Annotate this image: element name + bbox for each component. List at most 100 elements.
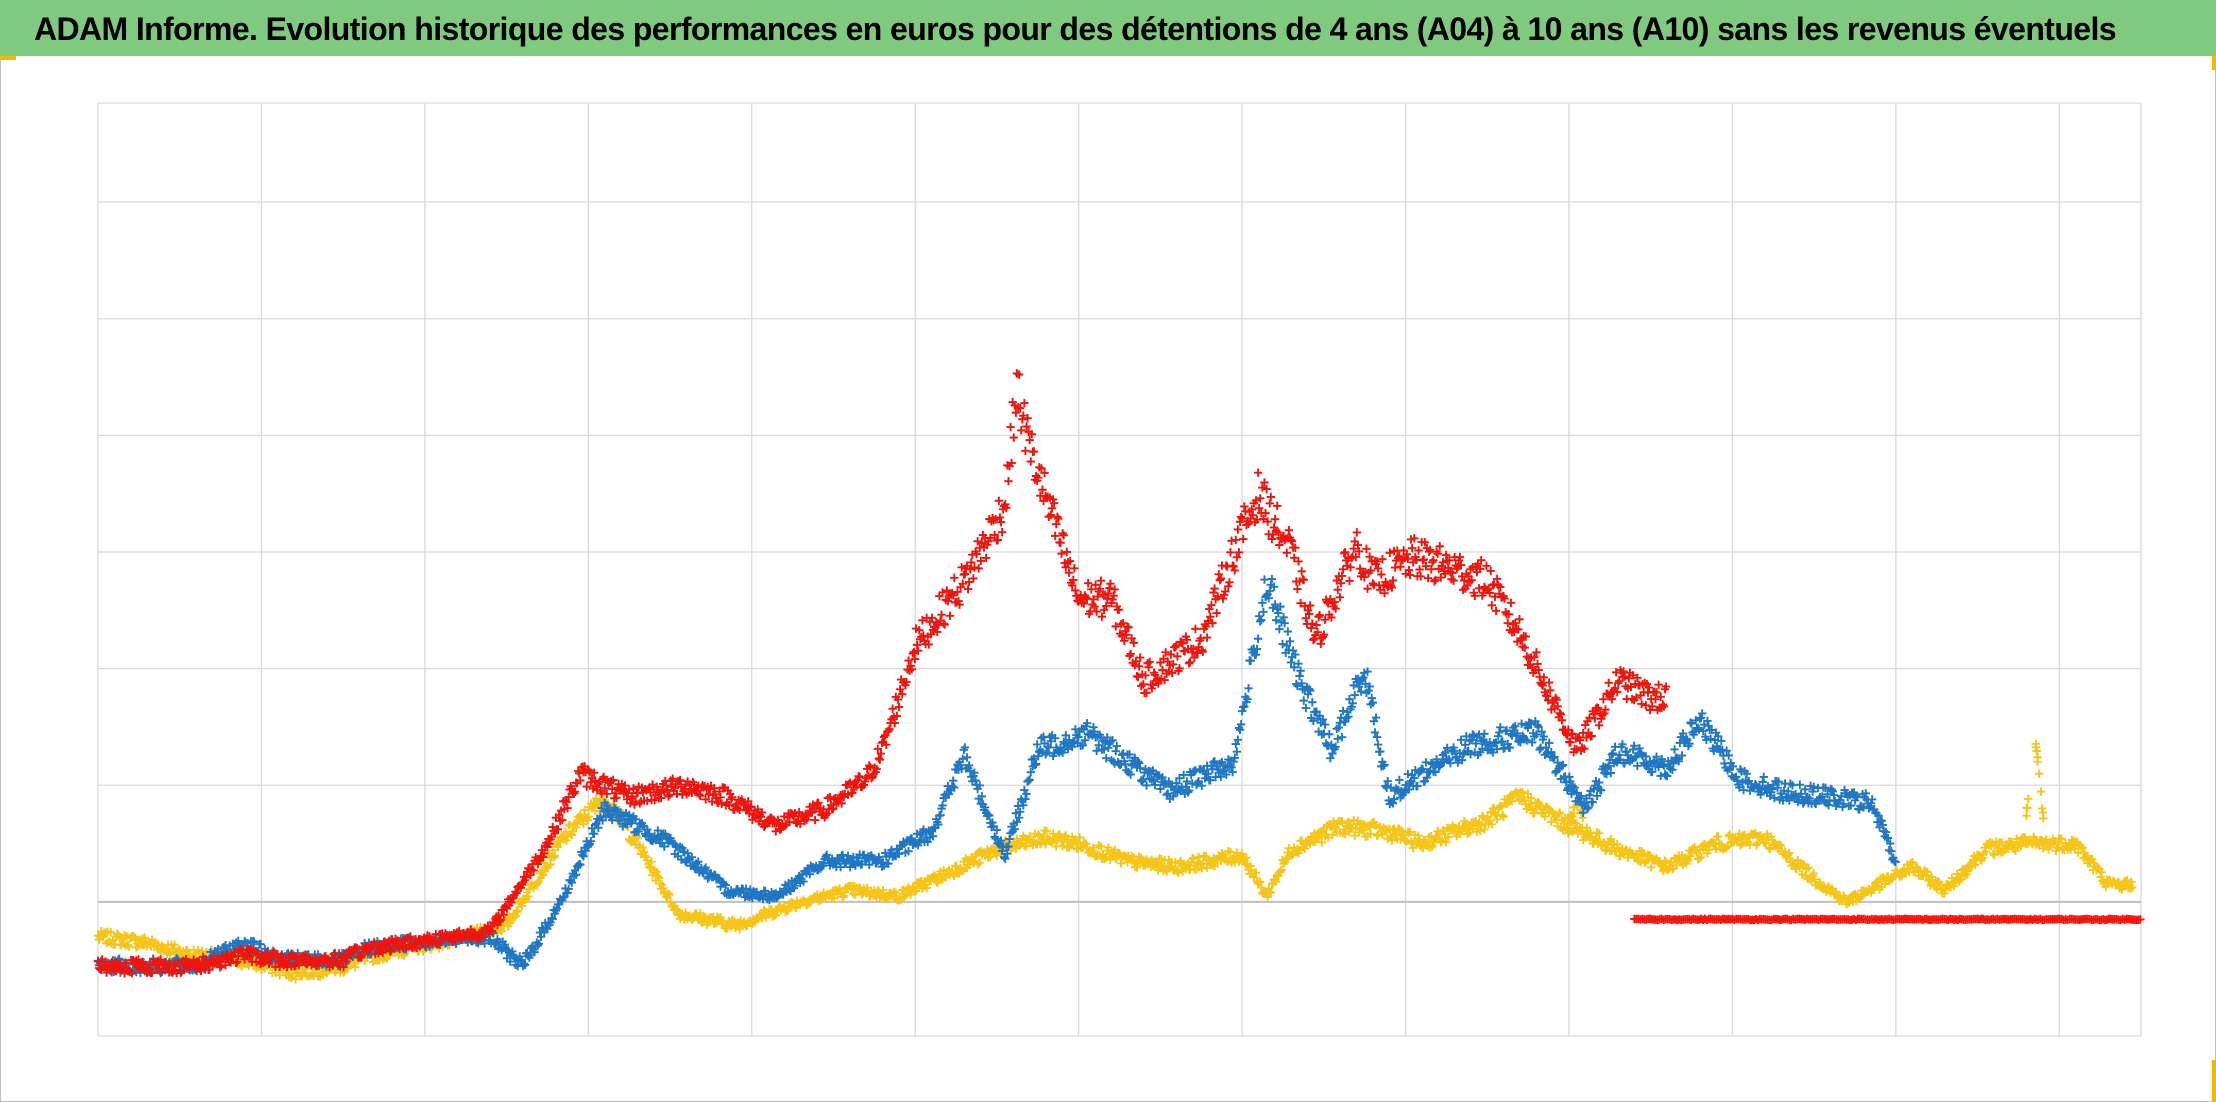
data-point-marker — [93, 957, 103, 966]
data-point-marker — [1378, 830, 1387, 839]
data-point-marker — [1709, 840, 1719, 849]
data-point-marker — [988, 818, 997, 827]
data-point-marker — [790, 881, 800, 890]
data-point-marker — [1497, 802, 1506, 811]
data-point-marker — [240, 955, 249, 964]
data-point-marker — [277, 951, 286, 960]
data-point-marker — [654, 873, 664, 883]
data-point-marker — [1697, 709, 1707, 718]
data-point-marker — [639, 847, 649, 857]
data-point-marker — [678, 843, 687, 853]
data-point-marker — [496, 915, 505, 925]
data-point-marker — [1089, 843, 1098, 852]
data-point-marker — [1657, 754, 1666, 764]
data-point-marker — [1392, 829, 1401, 839]
data-point-marker — [1104, 843, 1113, 852]
data-point-marker — [624, 785, 634, 794]
data-point-marker — [1770, 793, 1779, 803]
data-point-marker — [1487, 820, 1497, 829]
data-point-marker — [1639, 849, 1648, 858]
data-point-marker — [172, 954, 181, 963]
data-point-marker — [695, 790, 704, 799]
data-point-marker — [570, 866, 580, 875]
data-point-marker — [1891, 857, 1900, 867]
data-point-marker — [275, 962, 284, 971]
data-point-marker — [1646, 863, 1656, 872]
data-point-marker — [1050, 531, 1060, 541]
data-point-marker — [2078, 843, 2087, 853]
data-point-marker — [245, 952, 255, 962]
data-point-marker — [609, 775, 618, 785]
data-point-marker — [1386, 783, 1396, 792]
data-point-marker — [1063, 744, 1073, 754]
data-point-marker — [1557, 761, 1567, 771]
data-point-marker — [1197, 781, 1206, 790]
data-point-marker — [291, 975, 300, 984]
data-point-marker — [1328, 749, 1337, 758]
data-point-marker — [2039, 814, 2048, 823]
data-point-marker — [1232, 747, 1242, 756]
data-point-marker — [1499, 812, 1508, 822]
series-group — [93, 574, 1900, 978]
data-point-marker — [1724, 751, 1733, 760]
data-point-marker — [567, 878, 577, 887]
data-point-marker — [1753, 839, 1762, 848]
data-point-marker — [1734, 833, 1743, 842]
data-point-marker — [1352, 528, 1362, 537]
data-point-marker — [1009, 433, 1018, 442]
data-point-marker — [1062, 547, 1072, 557]
data-point-marker — [1351, 823, 1361, 833]
data-point-marker — [170, 940, 179, 949]
data-point-marker — [1233, 525, 1243, 534]
data-point-marker — [1796, 789, 1806, 799]
data-point-marker — [1135, 763, 1145, 773]
data-point-marker — [907, 834, 916, 843]
data-point-marker — [1607, 750, 1617, 759]
data-point-marker — [2034, 769, 2044, 778]
data-point-marker — [1765, 844, 1775, 854]
data-point-marker — [1877, 816, 1886, 825]
data-point-marker — [353, 944, 362, 953]
data-point-marker — [99, 932, 108, 942]
data-point-marker — [1279, 613, 1288, 622]
data-point-marker — [2053, 840, 2063, 849]
data-point-marker — [1821, 783, 1830, 793]
chart-title: ADAM Informe. Evolution historique des p… — [34, 11, 2117, 47]
data-point-marker — [1080, 735, 1090, 745]
data-point-marker — [1335, 593, 1345, 602]
data-point-marker — [1242, 853, 1251, 863]
data-point-marker — [1039, 832, 1048, 841]
data-point-marker — [1413, 781, 1422, 791]
data-point-marker — [1243, 694, 1252, 704]
data-point-marker — [633, 788, 642, 798]
data-point-marker — [1866, 799, 1876, 808]
data-point-marker — [1572, 788, 1582, 798]
data-point-marker — [963, 584, 973, 594]
data-point-marker — [264, 959, 274, 968]
data-point-marker — [1578, 808, 1588, 817]
data-point-marker — [1022, 789, 1031, 799]
data-point-marker — [1387, 836, 1397, 845]
data-point-marker — [1236, 720, 1246, 729]
data-point-marker — [865, 860, 874, 869]
data-point-marker — [1286, 658, 1296, 667]
data-point-marker — [563, 803, 572, 813]
data-point-marker — [1258, 598, 1267, 608]
data-point-marker — [1174, 868, 1183, 877]
corner-accent-top-left — [0, 56, 16, 60]
data-point-marker — [1350, 831, 1359, 840]
data-point-marker — [1635, 744, 1644, 753]
data-point-marker — [552, 904, 562, 913]
data-point-marker — [1554, 809, 1563, 819]
data-point-marker — [575, 769, 584, 778]
data-point-marker — [1389, 794, 1399, 804]
data-point-marker — [1104, 743, 1113, 752]
data-point-marker — [1359, 673, 1368, 682]
data-point-marker — [576, 860, 585, 869]
data-point-marker — [1498, 810, 1507, 820]
data-point-marker — [1759, 772, 1768, 782]
data-point-marker — [1537, 727, 1546, 736]
data-point-marker — [1033, 751, 1043, 761]
data-point-marker — [960, 743, 970, 752]
